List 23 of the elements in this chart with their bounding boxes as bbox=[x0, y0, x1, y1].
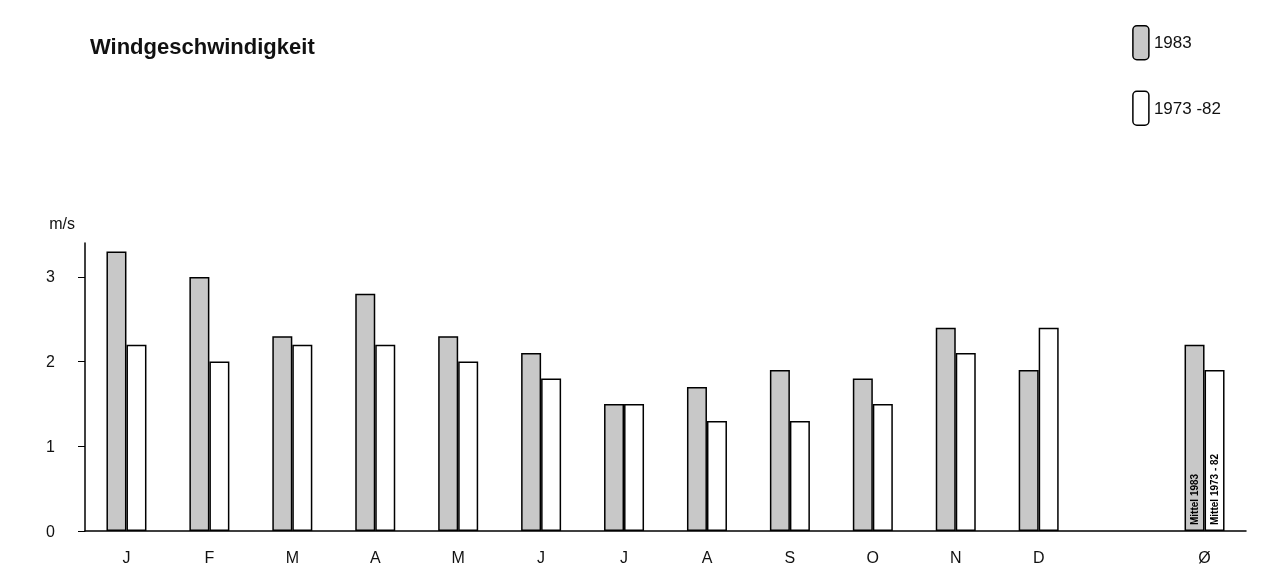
annotation: Mittel 1983 bbox=[1189, 473, 1201, 525]
x-tick-label: D bbox=[1032, 548, 1045, 566]
y-axis-title: m/s bbox=[49, 214, 75, 232]
x-tick-label: J bbox=[620, 548, 629, 566]
x-tick-label: S bbox=[784, 548, 796, 566]
y-tick-label: 0 bbox=[46, 522, 56, 540]
x-tick-label: A bbox=[369, 548, 381, 566]
x-tick-label: O bbox=[866, 548, 880, 566]
y-tick-label: 2 bbox=[46, 353, 56, 371]
x-tick-label: J bbox=[122, 548, 131, 566]
x-tick-label: M bbox=[451, 548, 465, 566]
x-tick-label: F bbox=[204, 548, 215, 566]
x-tick-label: A bbox=[701, 548, 713, 566]
x-tick-label: M bbox=[285, 548, 299, 566]
x-tick-label: J bbox=[537, 548, 546, 566]
annotation: Mittel 1973 - 82 bbox=[1209, 453, 1221, 525]
legend-label: 1973 -82 bbox=[1153, 98, 1222, 118]
x-tick-label: Ø bbox=[1198, 548, 1211, 566]
y-tick-label: 3 bbox=[46, 268, 56, 286]
chart-title: Windgeschwindigkeit bbox=[90, 33, 316, 59]
x-tick-label: N bbox=[949, 548, 962, 566]
y-tick-label: 1 bbox=[46, 437, 56, 455]
legend-label: 1983 bbox=[1153, 33, 1192, 53]
